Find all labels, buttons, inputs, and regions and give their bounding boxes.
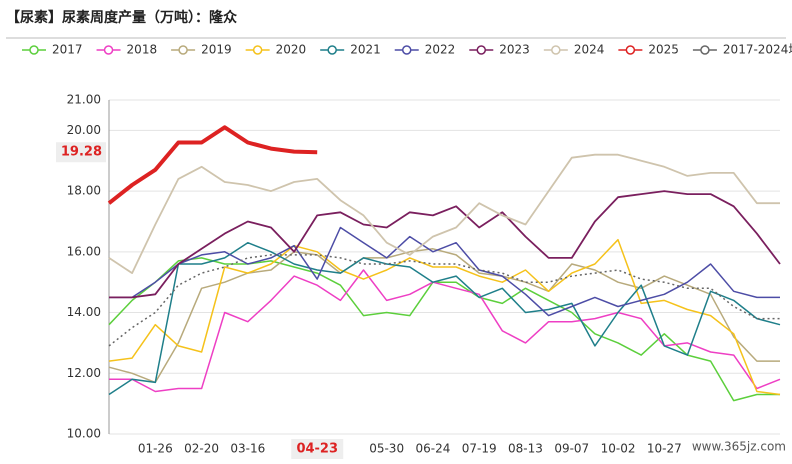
crosshair-y-label: 19.28 xyxy=(61,145,102,160)
series-line xyxy=(109,269,781,393)
x-tick-label: 02-20 xyxy=(184,442,219,456)
x-tick-label: 01-26 xyxy=(138,442,173,456)
legend-label: 2021 xyxy=(350,43,381,57)
legend-icon-dot xyxy=(327,45,337,55)
legend-label: 2025 xyxy=(648,43,679,57)
series-line xyxy=(108,241,781,396)
crosshair-y-box xyxy=(56,142,106,163)
series-line xyxy=(108,257,780,402)
x-tick-label: 10-27 xyxy=(647,442,682,456)
x-tick-label: 08-13 xyxy=(508,442,543,456)
legend-icon-dot xyxy=(551,45,561,55)
series-line xyxy=(107,125,318,205)
y-tick-label: 12.00 xyxy=(67,366,101,380)
chart-title: 【尿素】尿素周度产量（万吨）：隆众 xyxy=(6,9,237,26)
legend-icon-dot xyxy=(103,45,114,55)
watermark: www.365jz.com xyxy=(692,440,786,454)
legend-icon-dot xyxy=(178,45,188,55)
y-tick-label: 10.00 xyxy=(67,427,101,441)
y-tick-label: 21.00 xyxy=(67,93,101,107)
legend-icon-dot xyxy=(625,45,636,55)
legend-icon-dot xyxy=(252,45,263,55)
legend: 2017 2018 2019 2020 2021 2022 2023 2024 2025 2017… xyxy=(22,42,792,57)
legend-icon-dot xyxy=(476,45,487,55)
legend-label: 2020 xyxy=(276,43,307,57)
x-tick-label: 09-07 xyxy=(554,442,589,456)
legend-label: 2017-2024均值 xyxy=(723,42,792,57)
series-line xyxy=(108,254,780,347)
x-tick-label: 10-02 xyxy=(601,442,636,456)
y-tick-label: 20.00 xyxy=(67,123,101,137)
legend-icon-dot xyxy=(401,45,412,55)
x-tick-label: 06-24 xyxy=(415,442,450,456)
x-tick-label: 07-19 xyxy=(462,442,497,456)
legend-label: 2017 xyxy=(52,43,83,57)
legend-label: 2022 xyxy=(425,43,456,57)
y-tick-label: 14.00 xyxy=(67,305,101,319)
series-line xyxy=(108,153,780,274)
legend-label: 2024 xyxy=(574,43,605,57)
series-line xyxy=(109,190,781,299)
legend-label: 2023 xyxy=(499,43,530,57)
legend-label: 2018 xyxy=(127,43,158,57)
crosshair-x-label: 04-23 xyxy=(296,442,338,457)
legend-icon-dot xyxy=(700,45,710,55)
x-tick-label: 05-30 xyxy=(369,442,404,456)
series-line xyxy=(109,226,780,317)
y-tick-label: 16.00 xyxy=(67,244,101,258)
x-tick-label: 03-16 xyxy=(230,442,265,456)
legend-icon-dot xyxy=(29,45,39,55)
series-line xyxy=(108,238,781,396)
legend-label: 2019 xyxy=(201,43,232,57)
crosshair-x-box xyxy=(291,439,344,459)
y-tick-label: 18.00 xyxy=(67,184,101,198)
